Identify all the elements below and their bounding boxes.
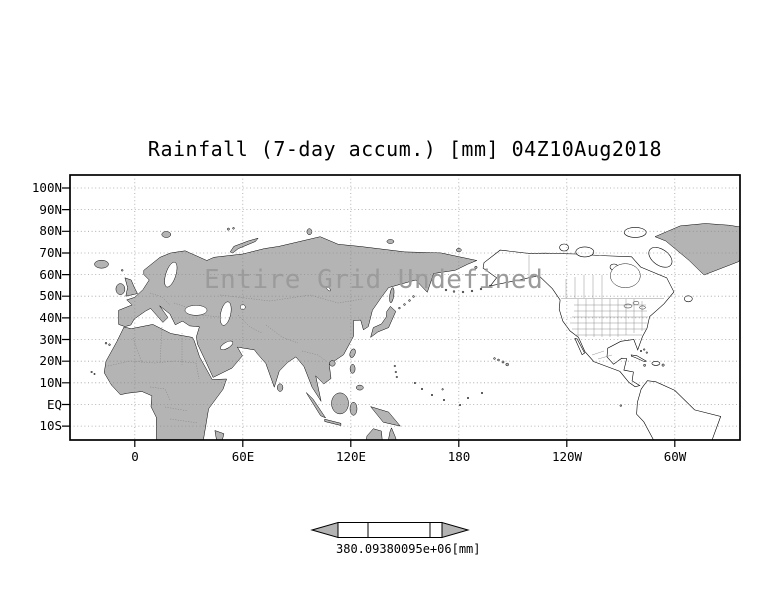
y-axis-label-eq: EQ [46,397,62,412]
new-siberian-islands [386,239,395,244]
wrangel-island [456,248,462,253]
colorbar-cells [337,522,443,538]
y-axis-label-20n: 20N [39,353,62,368]
sumatra-island [306,392,327,419]
mindanao-island [356,384,364,391]
x-axis-label-180: 180 [447,449,471,464]
colorbar-value-labels: 380.09380095e+06 [336,542,452,556]
colorbar-right-arrowhead [441,521,470,539]
y-axis-label-40n: 40N [39,310,62,325]
colorbar-caption: 380.09380095e+06[mm] [336,542,481,556]
caribbean-islands [630,348,665,367]
y-axis-label-10s: 10S [39,418,62,433]
axis-ticks [62,187,676,447]
colorbar-arrow [310,521,470,539]
africa-landmass [103,324,227,440]
x-axis-label-120w: 120W [551,449,583,464]
hainan-island [329,360,336,367]
y-axis-label-90n: 90N [39,202,62,217]
java-island [324,418,342,426]
plot-border [69,174,741,441]
colorbar-cell-dividers [367,522,431,538]
taiwan-island [349,348,356,358]
y-axis-label-80n: 80N [39,223,62,238]
y-axis-label-70n: 70N [39,245,62,260]
australia-cape-york [388,427,397,440]
us-state-lines [528,255,664,360]
japan-islands [370,306,397,339]
plot-title: Rainfall (7-day accum.) [mm] 04Z10Aug201… [147,137,663,161]
y-axis-label-30n: 30N [39,332,62,347]
iceland-island [94,259,109,269]
britain-island [124,277,138,297]
madagascar-island [214,430,225,440]
x-axis-label-60w: 60W [663,449,687,464]
luzon-island [349,364,356,374]
australia-north-west [366,428,383,440]
new-guinea-island [369,406,401,427]
sulawesi-island [349,402,358,416]
x-axis-label-60e: 60E [231,449,255,464]
ireland-island [115,283,126,295]
south-america-landmass [636,380,722,440]
x-axis-label-120e: 120E [335,449,367,464]
sri-lanka-island [277,383,284,392]
world-map [90,223,740,440]
eurasia-landmass [118,236,478,402]
arctic-islands [559,227,693,303]
novaya-zemlya [229,237,259,254]
y-axis-label-10n: 10N [39,375,62,390]
sakhalin-island [389,287,395,303]
country-borders [107,292,363,424]
colorbar-unit-label: [mm] [451,542,481,556]
undefined-grid-overlay-text: Entire Grid Undefined [204,265,544,295]
svalbard-island [161,231,172,238]
colorbar-left-arrowhead [310,521,339,539]
baja-peninsula [574,338,585,356]
island-specks [90,227,622,407]
borneo-island [331,392,349,415]
greenland-landmass [654,223,740,276]
grid-lines [70,175,740,440]
x-axis-label-0: 0 [131,449,139,464]
y-axis-label-60n: 60N [39,267,62,282]
y-axis-label-100n: 100N [31,180,62,195]
plot-interior [70,175,740,440]
y-axis-label-50n: 50N [39,288,62,303]
